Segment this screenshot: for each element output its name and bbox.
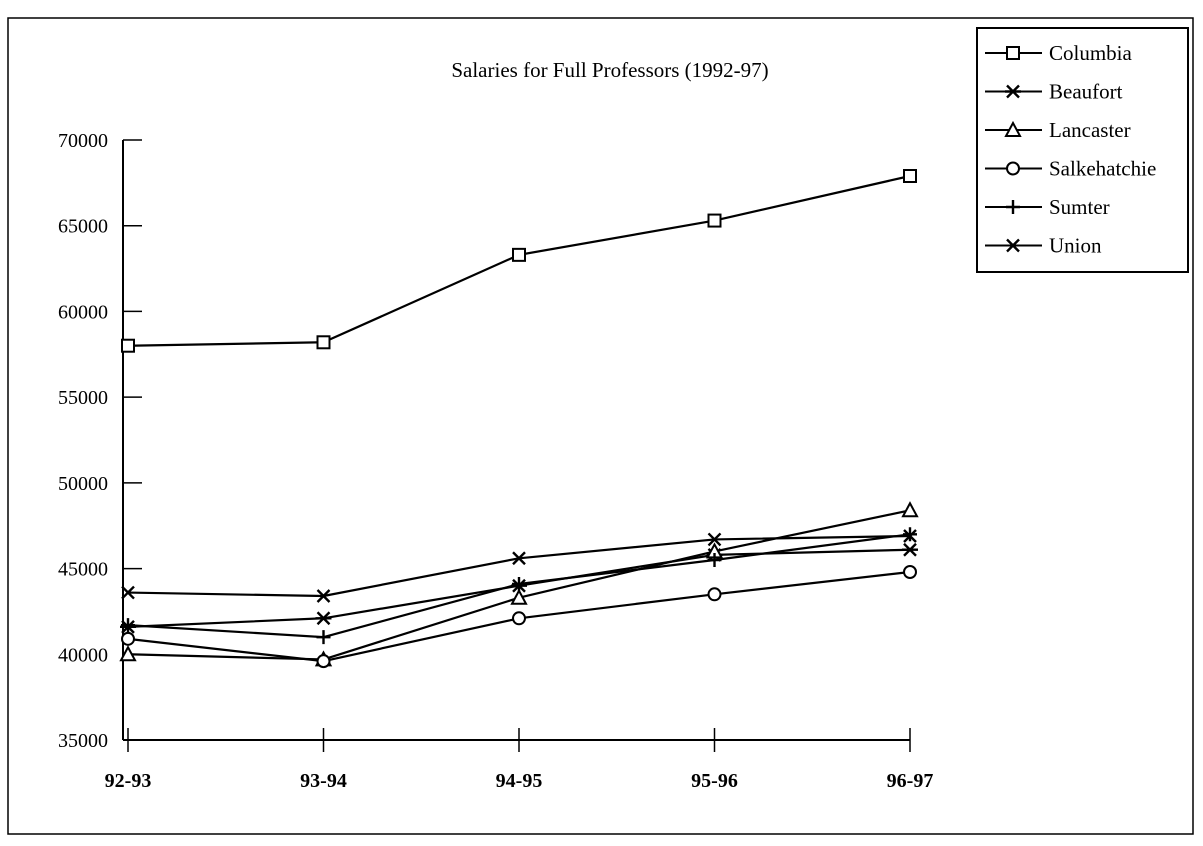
y-tick-label: 50000 [58, 473, 108, 495]
legend-item-lancaster: Lancaster [985, 118, 1131, 142]
legend-label-beaufort: Beaufort [1049, 80, 1123, 104]
data-point-salkehatchie [707, 587, 722, 602]
data-point-columbia [903, 169, 917, 183]
data-point-union [903, 529, 917, 543]
y-ticks: 35000 40000 45000 50000 55000 60000 65000 70000 [58, 130, 142, 752]
data-point-sumter [707, 553, 722, 567]
series-group [119, 169, 919, 669]
data-point-sumter [316, 630, 331, 645]
data-point-lancaster [901, 501, 919, 518]
data-point-sumter [903, 527, 917, 542]
data-point-salkehatchie [512, 611, 526, 626]
data-point-union [512, 551, 526, 566]
legend-item-sumter: Sumter [985, 195, 1110, 219]
legend-item-union: Union [985, 234, 1102, 258]
series-columbia [121, 169, 917, 353]
legend: Columbia Beaufort Lancaster Salkehatchie Sum… [985, 41, 1156, 258]
chart-title: Salaries for Full Professors (1992-97) [451, 58, 768, 82]
legend-label-union: Union [1049, 234, 1102, 258]
series-sumter [121, 527, 917, 645]
y-tick-label: 40000 [58, 644, 108, 666]
legend-item-salkehatchie: Salkehatchie [985, 157, 1156, 181]
data-point-salkehatchie [121, 631, 135, 646]
data-point-beaufort [315, 611, 332, 626]
data-point-union [707, 532, 722, 547]
legend-label-lancaster: Lancaster [1049, 118, 1131, 142]
legend-label-salkehatchie: Salkehatchie [1049, 157, 1156, 181]
y-tick-label: 45000 [58, 559, 108, 581]
legend-marker-lancaster [1004, 120, 1022, 137]
y-tick-label: 55000 [58, 387, 108, 409]
x-tick-label: 96-97 [887, 770, 934, 792]
data-point-union [316, 589, 331, 603]
series-salkehatchie [121, 565, 917, 669]
legend-marker-sumter [1006, 200, 1020, 214]
y-tick-label: 65000 [58, 216, 108, 238]
x-ticks: 92-93 93-94 94-95 95-96 96-97 [105, 728, 934, 792]
data-point-columbia [316, 335, 331, 350]
legend-box [976, 27, 1189, 273]
x-tick-label: 92-93 [105, 770, 152, 792]
y-tick-label: 60000 [58, 301, 108, 323]
legend-marker-beaufort [1005, 84, 1021, 99]
data-point-salkehatchie [316, 654, 331, 669]
legend-label-sumter: Sumter [1049, 195, 1110, 219]
x-tick-label: 95-96 [691, 770, 738, 792]
legend-item-beaufort: Beaufort [985, 80, 1123, 104]
data-point-lancaster [510, 588, 528, 605]
data-point-sumter [512, 577, 526, 591]
data-point-columbia [512, 247, 526, 262]
legend-item-columbia: Columbia [985, 41, 1133, 65]
data-point-salkehatchie [903, 565, 917, 579]
legend-marker-salkehatchie [1006, 161, 1020, 176]
x-tick-label: 94-95 [496, 770, 543, 792]
data-point-sumter [121, 618, 135, 633]
legend-label-columbia: Columbia [1049, 41, 1133, 65]
y-tick-label: 70000 [58, 130, 108, 152]
x-tick-label: 93-94 [300, 770, 347, 792]
legend-marker-columbia [1006, 46, 1020, 60]
data-point-columbia [121, 338, 135, 353]
data-point-beaufort [902, 542, 918, 557]
y-tick-label: 35000 [58, 730, 108, 752]
data-point-union [121, 585, 135, 600]
series-union [121, 529, 917, 603]
data-point-columbia [707, 213, 722, 228]
legend-marker-union [1006, 238, 1020, 253]
data-point-lancaster [119, 645, 137, 662]
